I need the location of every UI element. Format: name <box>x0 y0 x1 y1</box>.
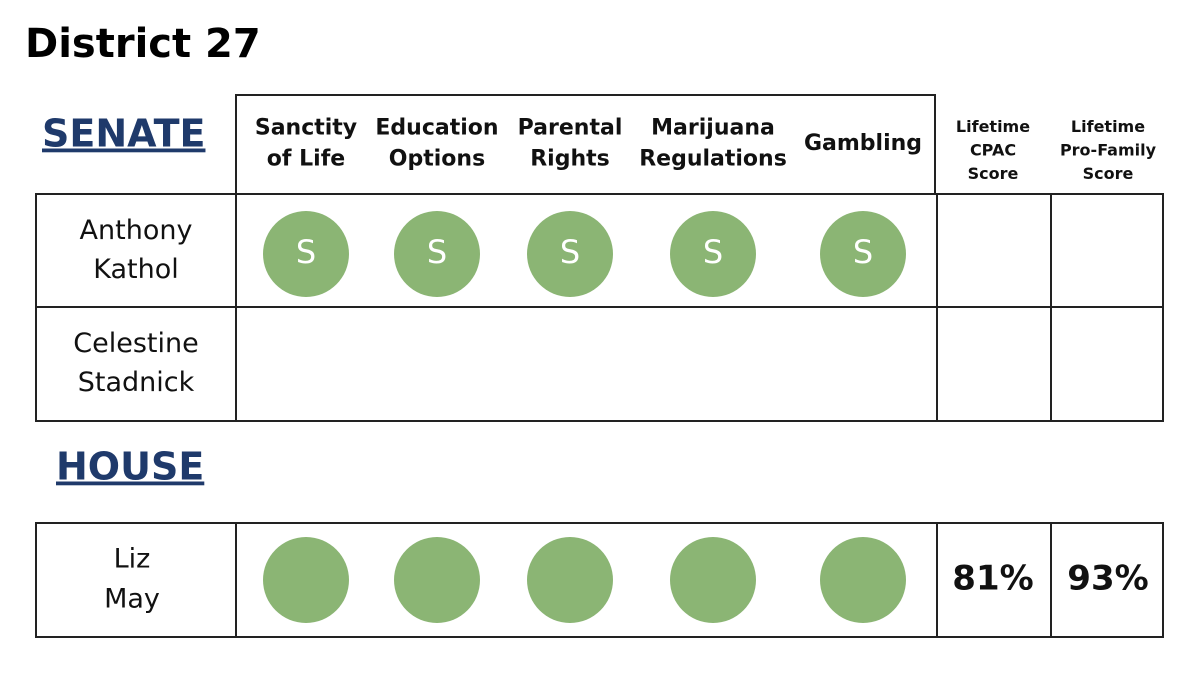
position-dot <box>820 211 906 297</box>
score-header: Lifetime <box>956 117 1030 136</box>
position-dot <box>670 537 756 623</box>
position-dot <box>394 211 480 297</box>
position-mark: S <box>560 233 580 271</box>
position-mark: S <box>703 233 723 271</box>
position-dot <box>394 537 480 623</box>
position-dot <box>820 537 906 623</box>
candidate-name: Celestine <box>73 328 198 359</box>
score-header: Lifetime <box>1071 117 1145 136</box>
column-header: Education <box>375 116 498 141</box>
candidate-name: Anthony <box>80 215 193 246</box>
column-header: Regulations <box>639 147 787 172</box>
column-header: Options <box>389 147 485 172</box>
score-header: Score <box>968 164 1019 183</box>
position-mark: S <box>296 233 316 271</box>
position-dot <box>263 537 349 623</box>
position-dot <box>527 537 613 623</box>
position-dot <box>527 211 613 297</box>
score-header: Pro-Family <box>1060 141 1157 160</box>
column-header: Sanctity <box>255 116 357 141</box>
house-heading: HOUSE <box>56 445 204 489</box>
column-header: Parental <box>518 116 623 141</box>
column-header: Rights <box>530 147 610 172</box>
position-dot <box>263 211 349 297</box>
candidate-name: Kathol <box>93 254 179 285</box>
score-header: CPAC <box>970 141 1016 160</box>
position-dot <box>670 211 756 297</box>
house-table <box>35 522 1164 638</box>
score-header: Score <box>1083 164 1134 183</box>
candidate-name: May <box>104 584 160 615</box>
position-mark: S <box>427 233 447 271</box>
column-header: Marijuana <box>651 116 775 141</box>
column-header: Gambling <box>804 131 922 156</box>
score: 93% <box>1067 559 1148 599</box>
page-title: District 27 <box>25 21 261 67</box>
candidate-name: Stadnick <box>78 367 195 398</box>
score: 81% <box>952 559 1033 599</box>
senate-heading: SENATE <box>42 112 205 156</box>
column-header: of Life <box>267 147 345 172</box>
candidate-name: Liz <box>114 544 151 575</box>
position-mark: S <box>853 233 873 271</box>
